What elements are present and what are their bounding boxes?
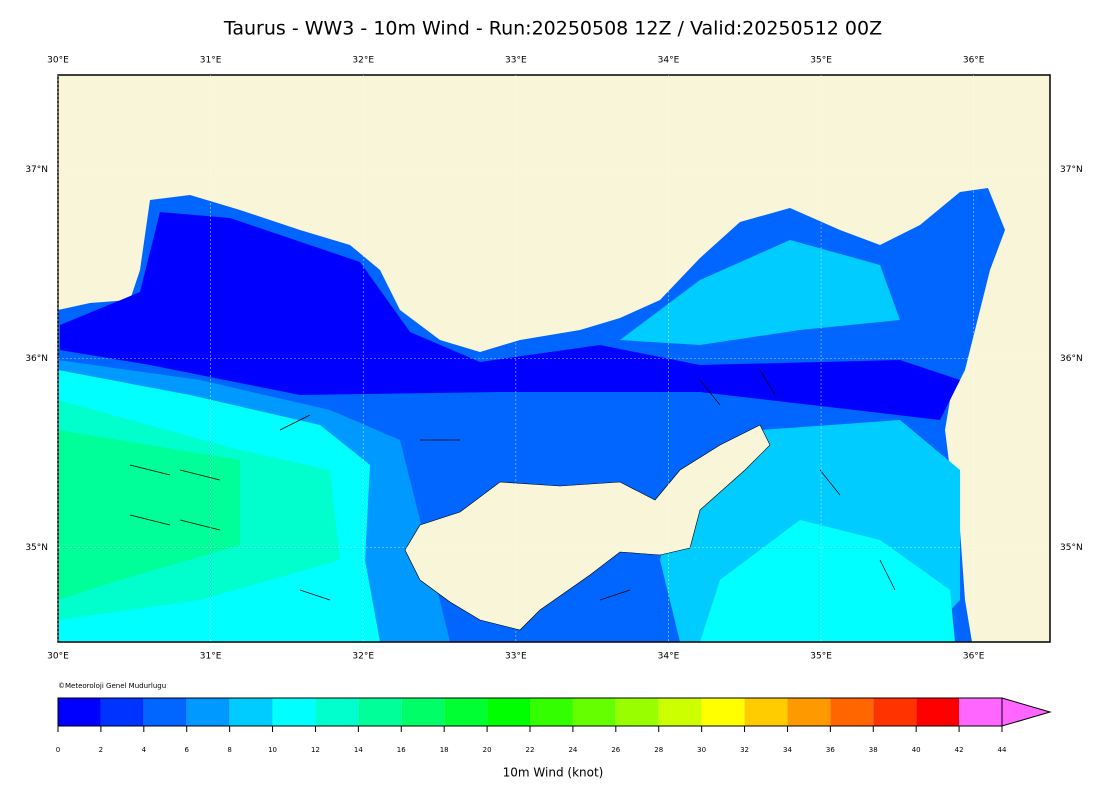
colorbar-cell (830, 698, 874, 726)
lon-label-bottom: 34°E (658, 652, 680, 662)
lat-label-right: 35°N (1060, 543, 1083, 553)
colorbar-tick-label: 6 (184, 746, 189, 754)
colorbar-tick-label: 36 (826, 746, 835, 754)
lon-label-top: 36°E (963, 56, 985, 66)
sea-calm (60, 212, 960, 420)
lon-label-bottom: 30°E (47, 652, 69, 662)
colorbar-cell (444, 698, 488, 726)
wind-barbs (129, 369, 896, 601)
lat-label-right: 37°N (1060, 165, 1083, 175)
colorbar-cell (229, 698, 273, 726)
colorbar-tick-label: 34 (783, 746, 792, 754)
colorbar-cell (744, 698, 788, 726)
colorbar-cell (58, 698, 101, 726)
colorbar-tick-label: 2 (99, 746, 103, 754)
colorbar-cell (487, 698, 530, 726)
colorbar-tick-label: 4 (142, 746, 147, 754)
colorbar-tick-label: 30 (697, 746, 706, 754)
lat-label-left: 37°N (25, 165, 48, 175)
lon-label-top: 32°E (352, 56, 374, 66)
sea-cyan-east (700, 520, 955, 642)
colorbar-tick-label: 14 (354, 746, 363, 754)
lon-label-top: 30°E (47, 56, 69, 66)
island (404, 424, 771, 631)
colorbar-tick-label: 8 (227, 746, 231, 754)
colorbar-tick-label: 16 (397, 746, 406, 754)
lat-label-right: 36°N (1060, 354, 1083, 364)
colorbar-cell (100, 698, 144, 726)
colorbar-cell (358, 698, 402, 726)
colorbar-tick-label: 38 (869, 746, 878, 754)
barb (129, 369, 896, 601)
colorbar-tick-label: 18 (440, 746, 449, 754)
lon-label-bottom: 36°E (963, 652, 985, 662)
colorbar-cell (272, 698, 316, 726)
colorbar-tick-label: 0 (56, 746, 60, 754)
colorbar-cell (530, 698, 573, 726)
colorbar-cell (615, 698, 659, 726)
colorbar-cell (873, 698, 917, 726)
colorbar-tick-label: 22 (526, 746, 535, 754)
lon-label-bottom: 32°E (352, 652, 374, 662)
lon-label-top: 34°E (658, 56, 680, 66)
colorbar-cell (787, 698, 831, 726)
lon-label-top: 33°E (505, 56, 527, 66)
colorbar-cell (658, 698, 702, 726)
lon-label-top: 31°E (200, 56, 222, 66)
lon-label-bottom: 35°E (810, 652, 832, 662)
colorbar-tick-label: 24 (568, 746, 577, 754)
colorbar-tick-label: 42 (955, 746, 964, 754)
colorbar-cell (701, 698, 745, 726)
colorbar-cell (401, 698, 445, 726)
colorbar-label: 10m Wind (knot) (503, 766, 604, 780)
sea-green (58, 430, 240, 600)
lat-label-left: 35°N (25, 543, 48, 553)
colorbar-tick-label: 26 (611, 746, 620, 754)
title: Taurus - WW3 - 10m Wind - Run:20250508 1… (223, 18, 882, 40)
colorbar-tick-label: 32 (740, 746, 749, 754)
lon-label-bottom: 31°E (200, 652, 222, 662)
credit: ©Meteoroloji Genel Mudurlugu (58, 682, 166, 690)
colorbar-cell (959, 698, 1002, 726)
colorbar-tick-label: 44 (998, 746, 1007, 754)
colorbar-cell (572, 698, 616, 726)
colorbar-cell (143, 698, 187, 726)
lon-label-bottom: 33°E (505, 652, 527, 662)
colorbar-tick-label: 20 (483, 746, 492, 754)
lon-label-top: 35°E (810, 56, 832, 66)
colorbar-cell (186, 698, 230, 726)
colorbar-tick-label: 40 (912, 746, 921, 754)
colorbar-tick-label: 10 (268, 746, 277, 754)
colorbar-tick-label: 28 (654, 746, 663, 754)
lat-label-left: 36°N (25, 354, 48, 364)
colorbar-cell (315, 698, 359, 726)
colorbar-tick-label: 12 (311, 746, 320, 754)
colorbar-cell (916, 698, 960, 726)
sea-light-north (620, 240, 900, 345)
colorbar-extension (1001, 697, 1052, 727)
